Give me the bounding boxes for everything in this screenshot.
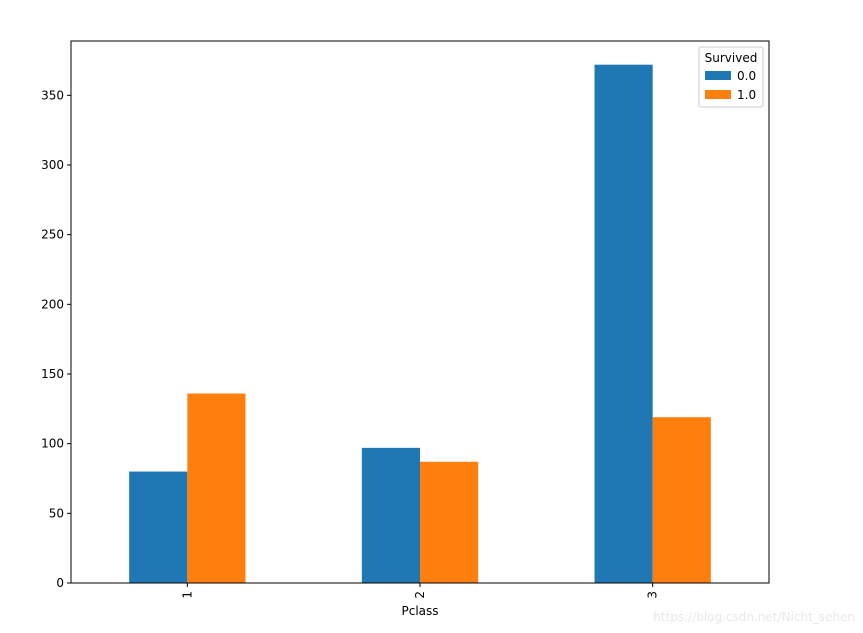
y-tick-label: 250 [41, 228, 64, 242]
x-axis-label: Pclass [401, 604, 438, 618]
bar-pclass-2-series-1 [420, 461, 479, 583]
legend-label-series-0: 0.0 [737, 69, 756, 83]
y-tick-label: 100 [41, 437, 64, 451]
bar-pclass-1-series-0 [129, 471, 188, 583]
y-tick-label: 50 [49, 506, 64, 520]
legend-swatch-series-0 [705, 71, 731, 80]
x-tick-label: 3 [646, 591, 660, 599]
plot-frame [70, 40, 770, 584]
bar-pclass-3-series-1 [652, 417, 711, 583]
x-axis: 1 2 3 [180, 583, 660, 599]
y-tick-label: 150 [41, 367, 64, 381]
y-tick-label: 200 [41, 297, 64, 311]
bar-pclass-3-series-0 [594, 64, 653, 583]
y-tick-label: 300 [41, 158, 64, 172]
y-tick-label: 0 [56, 576, 64, 590]
bar-pclass-2-series-0 [361, 447, 420, 583]
legend-title: Survived [705, 51, 758, 65]
x-tick-label: 1 [180, 591, 194, 599]
x-tick-label: 2 [413, 591, 427, 599]
legend-swatch-series-1 [705, 90, 731, 99]
legend-label-series-1: 1.0 [737, 88, 756, 102]
y-tick-label: 350 [41, 88, 64, 102]
bar-pclass-1-series-1 [187, 393, 246, 583]
y-axis: 0 50 100 150 200 250 300 350 [41, 88, 71, 590]
legend: Survived 0.0 1.0 [698, 46, 764, 108]
bars-group [129, 64, 711, 583]
watermark-text: https://blog.csdn.net/Nicht_sehen [653, 610, 855, 624]
